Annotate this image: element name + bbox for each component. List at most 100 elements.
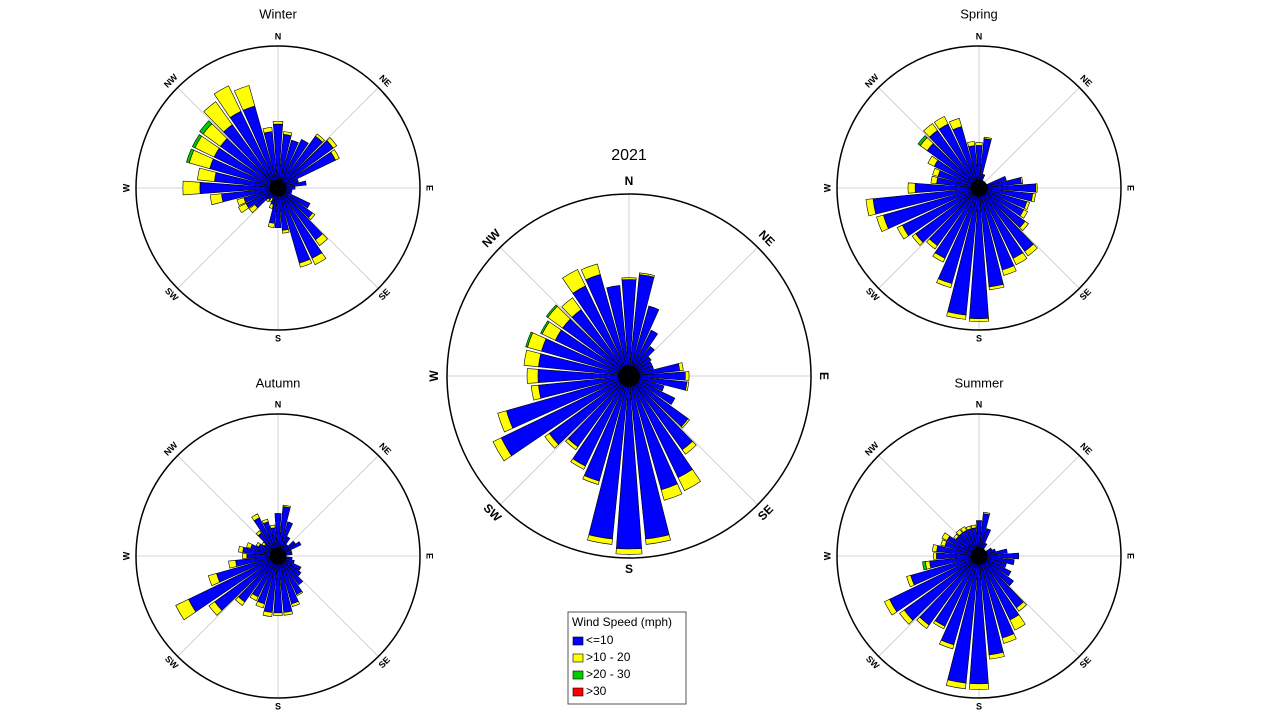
outer-ring <box>836 45 1122 331</box>
rose-segment <box>277 521 293 557</box>
compass-label: E <box>425 185 435 191</box>
rose-segment <box>606 285 630 377</box>
compass-label: N <box>275 31 282 41</box>
rose-segment <box>645 534 671 545</box>
legend-label: >10 - 20 <box>586 650 631 664</box>
rose-segment <box>1019 220 1029 231</box>
legend-swatch <box>572 670 584 680</box>
rose-segment <box>233 85 256 111</box>
rose-segment <box>899 609 914 625</box>
rose-segment <box>561 297 582 318</box>
rose-segment <box>865 198 877 217</box>
rose-segment <box>199 120 213 135</box>
rose-segment <box>1009 614 1026 631</box>
rose-segment <box>1001 265 1017 276</box>
rose-segment <box>1001 633 1017 644</box>
rose-segment <box>208 601 223 616</box>
compass-line <box>978 455 1080 557</box>
rose-segment <box>237 203 250 214</box>
rose-segment <box>946 311 967 320</box>
rose-segment <box>978 555 1014 587</box>
rose-segment <box>965 525 972 531</box>
rose-segment <box>268 196 274 203</box>
compass-label: NE <box>1078 441 1094 457</box>
rose-segment <box>678 362 684 372</box>
rose-segment <box>283 610 293 616</box>
rose-segment <box>907 182 916 194</box>
rose-segment <box>544 433 559 449</box>
compass-line <box>628 375 758 505</box>
rose-segment <box>530 384 542 401</box>
compass-label: W <box>427 370 441 382</box>
compass-label: S <box>976 333 982 343</box>
rose-segment <box>933 552 937 560</box>
rose-segment <box>677 468 702 492</box>
compass-line <box>628 247 758 377</box>
rose-segment <box>960 526 968 533</box>
compass-label: NE <box>1078 73 1094 89</box>
outer-ring <box>446 193 812 559</box>
rose-segment <box>1019 176 1024 185</box>
rose-segment <box>330 149 340 161</box>
rose-segment <box>1015 601 1027 612</box>
rose-segment <box>213 85 242 118</box>
rose-segment <box>911 233 924 246</box>
rose-segment <box>968 317 990 322</box>
rose-segment <box>565 438 579 451</box>
chart-title: Summer <box>954 375 1004 390</box>
compass-line <box>277 187 379 289</box>
compass-line <box>978 555 1080 657</box>
rose-segment <box>209 193 224 206</box>
rose-segment <box>621 277 637 281</box>
compass-label: NE <box>756 227 778 249</box>
rose-segment <box>277 139 299 189</box>
rose-segment <box>932 167 941 177</box>
compass-line <box>177 555 279 657</box>
rose-segment <box>540 320 550 335</box>
rose-segment <box>945 679 967 690</box>
rose-segment <box>983 136 992 141</box>
rose-segment <box>242 553 248 559</box>
rose-segment <box>628 305 660 377</box>
center-dot <box>269 547 287 565</box>
compass-label: W <box>822 183 832 192</box>
chart-title: Winter <box>259 6 297 21</box>
rose-segment <box>255 530 262 537</box>
rose-segment <box>968 683 990 690</box>
rose-segment <box>249 593 259 602</box>
chart-title: Spring <box>960 6 998 21</box>
rose-segment <box>298 258 313 268</box>
rose-segment <box>255 542 261 548</box>
rose-segment <box>948 117 962 131</box>
outer-ring <box>836 413 1122 699</box>
rose-segment <box>926 238 938 250</box>
rose-segment <box>277 555 304 586</box>
rose-segment <box>941 532 951 541</box>
rose-segment <box>314 133 325 143</box>
compass-line <box>978 87 1080 189</box>
compass-label: W <box>121 183 131 192</box>
rose-segment <box>1035 183 1038 193</box>
rose-segment <box>587 534 613 545</box>
rose-segment <box>1023 201 1030 210</box>
rose-segment <box>291 600 300 607</box>
rose-segment <box>182 180 201 196</box>
rose-segment <box>988 651 1005 660</box>
compass-label: S <box>275 333 281 343</box>
compass-line <box>277 87 379 189</box>
rose-segment <box>261 541 267 547</box>
rose-segment <box>203 101 233 133</box>
chart-title: 2021 <box>611 147 647 164</box>
rose-segment <box>191 134 203 149</box>
rose-segment <box>525 331 534 348</box>
rose-segment <box>876 214 889 233</box>
rose-segment <box>570 458 586 470</box>
rose-segment <box>936 278 953 289</box>
compass-label: E <box>1126 553 1136 559</box>
rose-segment <box>268 203 274 209</box>
rose-segment <box>308 212 316 221</box>
rose-segment <box>982 511 991 516</box>
